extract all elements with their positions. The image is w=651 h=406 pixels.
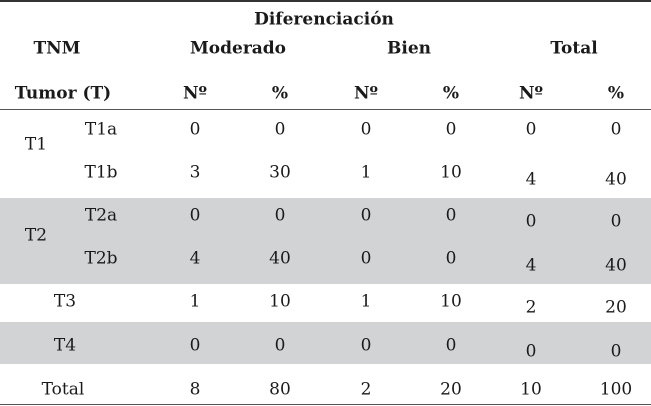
cell-t3-mod-pct: 10 [269, 291, 291, 312]
cell-t2a-mod-pct: 0 [274, 205, 286, 226]
row-label-t1: T1 [24, 134, 48, 155]
header-total: Total [550, 38, 598, 59]
rule-top [0, 0, 651, 2]
cell-t1a-total-no: 0 [525, 119, 537, 140]
cell-t1a-mod-no: 0 [189, 119, 201, 140]
cell-t3-bien-pct: 10 [440, 291, 462, 312]
cell-t1b-mod-no: 3 [189, 162, 201, 183]
rule-header-bottom [0, 109, 651, 110]
header-tumor: Tumor (T) [14, 83, 112, 104]
cell-total-mod-pct: 80 [269, 379, 291, 400]
row-band-t2 [0, 198, 651, 284]
cell-t1a-bien-no: 0 [360, 119, 372, 140]
cell-t1a-bien-pct: 0 [445, 119, 457, 140]
cell-t4-bien-pct: 0 [445, 335, 457, 356]
header-bien-no: Nº [353, 83, 379, 104]
cell-t1b-total-pct: 40 [605, 169, 627, 190]
cell-total-total-pct: 100 [599, 379, 633, 400]
cell-total-total-no: 10 [520, 379, 542, 400]
cell-t2b-bien-pct: 0 [445, 248, 457, 269]
header-bien-pct: % [442, 83, 460, 104]
row-label-t2b: T2b [84, 248, 118, 269]
cell-t3-mod-no: 1 [189, 291, 201, 312]
header-moderado-no: Nº [182, 83, 208, 104]
header-total-pct: % [607, 83, 625, 104]
cell-t1b-bien-pct: 10 [440, 162, 462, 183]
header-moderado: Moderado [189, 38, 287, 59]
row-label-t1a: T1a [84, 119, 118, 140]
cell-t3-total-no: 2 [525, 297, 537, 318]
row-label-t2: T2 [24, 225, 48, 246]
cell-t2b-mod-pct: 40 [269, 248, 291, 269]
cell-total-bien-no: 2 [360, 379, 372, 400]
cell-t2b-total-no: 4 [525, 255, 537, 276]
cell-t1a-mod-pct: 0 [274, 119, 286, 140]
cell-t1b-mod-pct: 30 [269, 162, 291, 183]
cell-t4-total-no: 0 [525, 341, 537, 362]
row-label-t1b: T1b [84, 162, 118, 183]
cell-t4-mod-pct: 0 [274, 335, 286, 356]
cell-t2a-total-no: 0 [525, 211, 537, 232]
header-moderado-pct: % [271, 83, 289, 104]
cell-t4-mod-no: 0 [189, 335, 201, 356]
cell-t4-bien-no: 0 [360, 335, 372, 356]
cell-t3-total-pct: 20 [605, 297, 627, 318]
header-bien: Bien [386, 38, 432, 59]
cell-total-bien-pct: 20 [440, 379, 462, 400]
header-tnm: TNM [33, 38, 81, 59]
cell-t2a-total-pct: 0 [610, 211, 622, 232]
cell-t2a-bien-pct: 0 [445, 205, 457, 226]
cell-t2a-mod-no: 0 [189, 205, 201, 226]
cell-t1a-total-pct: 0 [610, 119, 622, 140]
header-total-no: Nº [518, 83, 544, 104]
cell-t3-bien-no: 1 [360, 291, 372, 312]
cell-t2b-mod-no: 4 [189, 248, 201, 269]
header-diferenciacion: Diferenciación [254, 9, 394, 30]
cell-t4-total-pct: 0 [610, 341, 622, 362]
cell-t1b-total-no: 4 [525, 169, 537, 190]
cell-t1b-bien-no: 1 [360, 162, 372, 183]
row-label-t2a: T2a [84, 205, 118, 226]
cell-t2b-total-pct: 40 [605, 255, 627, 276]
row-label-t4: T4 [53, 335, 77, 356]
rule-bottom [0, 404, 651, 405]
cell-t2a-bien-no: 0 [360, 205, 372, 226]
row-band-t4 [0, 322, 651, 364]
row-label-t3: T3 [53, 291, 77, 312]
row-label-total: Total [41, 379, 85, 400]
cell-total-mod-no: 8 [189, 379, 201, 400]
cell-t2b-bien-no: 0 [360, 248, 372, 269]
